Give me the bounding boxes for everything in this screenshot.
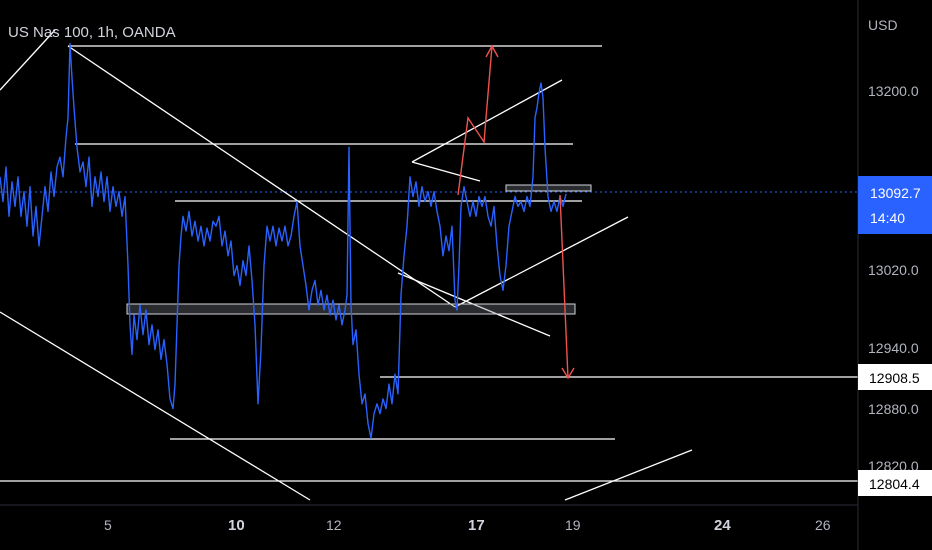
channel-line[interactable]: [411, 161, 481, 182]
level-tag[interactable]: 12804.4: [858, 470, 932, 496]
bullish-projection-path[interactable]: [457, 45, 493, 196]
price-series-line: [0, 42, 567, 439]
x-tick-label: 24: [714, 517, 731, 534]
time-axis[interactable]: 5 10 12 17 19 24 26: [104, 517, 831, 534]
projection-layer[interactable]: [457, 44, 575, 380]
resistance-zone[interactable]: [505, 184, 592, 192]
currency-label: USD: [868, 17, 898, 33]
trend-line[interactable]: [0, 29, 56, 91]
chart-title: US Nas 100, 1h, OANDA: [8, 24, 176, 41]
level-tag-bg: [858, 364, 932, 390]
y-tick-label: 12940.0: [868, 340, 919, 356]
trend-line[interactable]: [0, 311, 311, 501]
level-tag-value: 12804.4: [869, 476, 920, 492]
price-axis[interactable]: 13200.0 13020.0 12940.0 12880.0 12820.0: [868, 83, 919, 474]
level-tag-value: 12908.5: [869, 370, 920, 386]
x-tick-label: 10: [228, 517, 245, 534]
level-tag-bg: [858, 470, 932, 496]
level-tag[interactable]: 12908.5: [858, 364, 932, 390]
y-tick-label: 13020.0: [868, 262, 919, 278]
x-tick-label: 12: [326, 517, 342, 533]
arrow-up-icon: [485, 44, 499, 58]
x-tick-label: 26: [815, 517, 831, 533]
current-price-value: 13092.7: [870, 185, 921, 201]
y-tick-label: 13200.0: [868, 83, 919, 99]
arrow-down-icon: [561, 367, 575, 380]
bearish-projection-path[interactable]: [559, 194, 569, 379]
current-price-tag[interactable]: 13092.7 14:40: [858, 176, 932, 234]
trend-line[interactable]: [564, 449, 693, 501]
bar-countdown: 14:40: [870, 210, 905, 226]
channel-line[interactable]: [411, 79, 563, 163]
channel-line[interactable]: [454, 216, 629, 308]
x-tick-label: 19: [565, 517, 581, 533]
x-tick-label: 17: [468, 517, 485, 534]
y-tick-label: 12880.0: [868, 401, 919, 417]
x-tick-label: 5: [104, 517, 112, 533]
trend-line[interactable]: [67, 45, 456, 308]
current-price-tag-bg: [858, 176, 932, 234]
